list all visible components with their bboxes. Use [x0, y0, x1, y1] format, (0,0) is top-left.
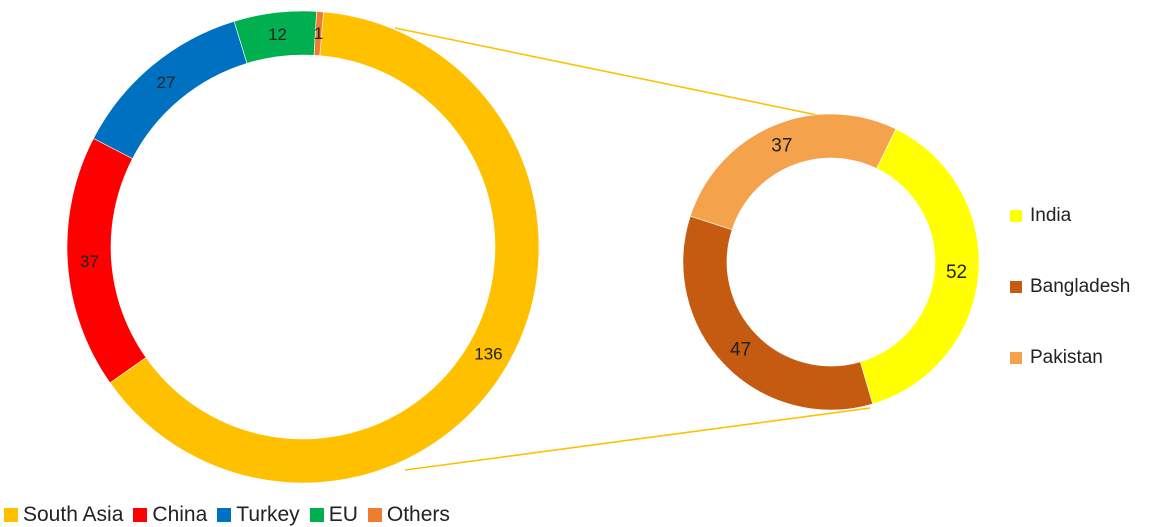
legend-label: Pakistan: [1030, 346, 1103, 368]
legend-item-others: Others: [367, 503, 450, 527]
donut-south-asia-breakdown: 136 37 27 12 1: [66, 10, 540, 484]
legend-swatch: [1010, 351, 1022, 364]
legend-label: Others: [386, 503, 450, 526]
chart-canvas: 136 37 27 12 1 52 47 37: [66, 10, 980, 484]
legend-label: India: [1030, 204, 1072, 226]
legend-label: China: [152, 503, 208, 526]
legend-item-india: India: [1010, 180, 1130, 251]
connector-line-top: [394, 27, 823, 117]
slice-bangladesh: [682, 215, 874, 411]
data-label-others: 1: [314, 24, 323, 43]
legend-item-turkey: Turkey: [217, 503, 300, 527]
legend-item-china: China: [133, 503, 207, 527]
data-label-south-asia: 136: [474, 344, 502, 363]
legend-label: Bangladesh: [1030, 275, 1131, 297]
data-label-china: 37: [80, 252, 99, 271]
slice-china: [66, 138, 147, 384]
legend-label: EU: [328, 503, 358, 526]
legend-swatch: [4, 508, 18, 522]
legend-swatch: [367, 508, 382, 522]
slice-others: [313, 11, 324, 57]
legend-swatch: [1010, 209, 1022, 222]
legend-item-pakistan: Pakistan: [1010, 322, 1130, 393]
legend-item-south-asia: South Asia: [4, 503, 123, 527]
legend-bottom: South Asia China Turkey EU Others: [4, 503, 460, 527]
connector-lines: [394, 27, 871, 471]
data-label-india: 52: [946, 262, 967, 283]
legend-item-bangladesh: Bangladesh: [1010, 251, 1130, 322]
data-label-eu: 12: [268, 25, 287, 44]
legend-swatch: [1010, 280, 1022, 293]
data-label-pakistan: 37: [771, 135, 792, 156]
slice-south-asia: [109, 11, 540, 484]
data-label-turkey: 27: [157, 73, 176, 92]
slice-pakistan: [689, 113, 897, 231]
data-label-bangladesh: 47: [730, 339, 751, 360]
legend-right: India Bangladesh Pakistan: [1010, 180, 1130, 393]
legend-item-eu: EU: [309, 503, 358, 527]
legend-label: Turkey: [236, 503, 300, 526]
donut-south-asia-detail: 52 47 37: [682, 113, 980, 411]
slice-india: [859, 128, 980, 405]
connector-line-bottom: [404, 407, 871, 471]
legend-swatch: [133, 508, 148, 522]
legend-swatch: [217, 508, 232, 522]
legend-swatch: [309, 508, 324, 522]
legend-label: South Asia: [23, 503, 124, 526]
